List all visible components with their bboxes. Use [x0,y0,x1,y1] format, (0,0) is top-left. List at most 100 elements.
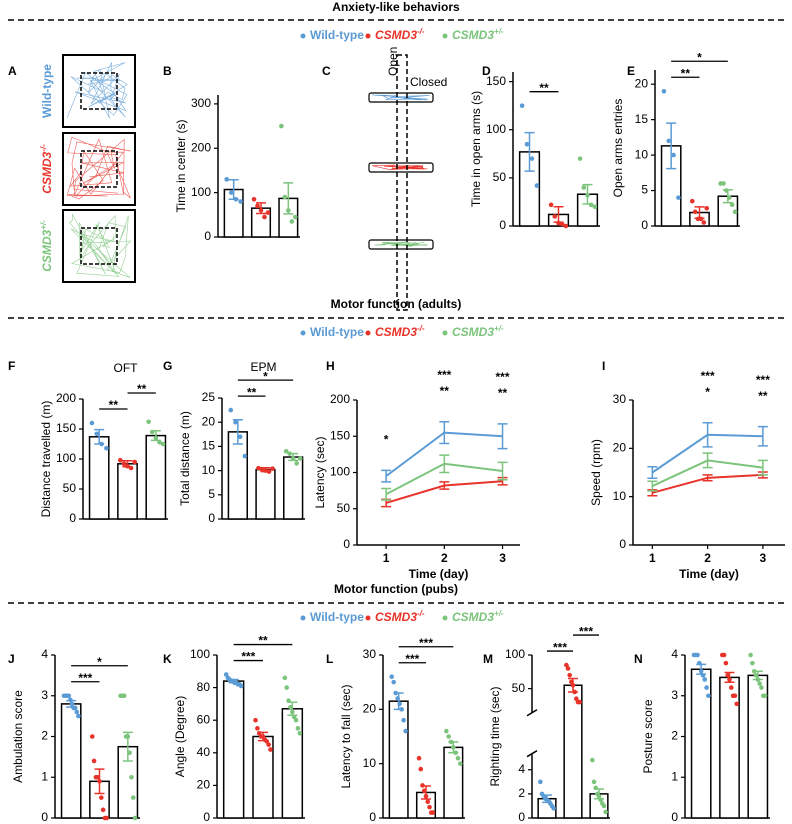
legend-marker [300,615,306,621]
data-point [284,685,290,690]
legend-label-sup: +/- [494,27,504,36]
data-point [401,717,406,723]
data-point [229,190,234,195]
data-point [748,652,753,658]
y-tick-label: 10 [613,489,627,503]
significance-label: ** [137,382,147,396]
error-bar [122,731,133,762]
axis-break [526,750,538,758]
legend-label-name: CSMD3 [452,610,494,624]
error-bar [94,428,105,445]
panel-letter: G [163,359,172,373]
significance-label: *** [78,671,92,685]
track [68,213,132,278]
error-bar [722,189,733,204]
data-point [729,202,735,208]
error-bar [381,487,392,501]
error-bar [757,459,768,476]
panel-letter: H [326,359,335,373]
x-axis-label: Time (day) [679,567,739,581]
x-tick-label: 3 [760,551,767,565]
legend-label: CSMD3+/- [452,324,504,339]
data-point [69,701,75,707]
legend-label-sup: -/- [417,609,425,618]
data-point [279,123,284,129]
y-tick-label: 25 [202,390,216,404]
significance-label: ** [681,66,691,80]
data-point [268,747,273,752]
data-point [66,693,72,699]
bar [145,434,167,520]
data-point [262,214,267,220]
y-axis-label: Total distance (m) [178,411,192,506]
data-point [551,806,556,811]
data-point [732,693,738,699]
significance-label: *** [553,640,567,654]
data-point [297,456,303,461]
significance-label: *** [579,624,593,638]
bar [719,676,740,819]
error-bar [702,421,713,448]
data-point [94,431,100,437]
y-tick-label: 5 [208,487,215,501]
y-tick-label: 0 [499,218,506,232]
legend-label: Wild-type [310,610,364,624]
data-point [534,183,540,188]
data-point [757,681,762,686]
error-bar [724,671,735,684]
error-bar [757,425,768,447]
closed-arm [396,54,408,311]
error-bar [553,206,564,223]
track [372,94,430,101]
y-tick-label: 150 [330,428,350,442]
x-axis-label: Time (day) [409,567,469,581]
legend-label: CSMD3-/- [375,324,425,339]
y-axis-label: Open arms entries [611,99,625,198]
y-tick-label: 10 [635,147,649,161]
error-bar [568,677,578,693]
error-bar [694,206,705,219]
data-point [233,419,238,425]
legend-label: CSMD3-/- [375,609,425,624]
data-point [734,701,740,707]
y-axis-label: Speed (rpm) [589,439,603,506]
legend-label-name: Wild-type [310,28,364,42]
data-point [559,221,565,227]
data-point [251,196,257,202]
error-bar [421,785,431,800]
significance-label: ** [109,398,119,412]
y-tick-label: 2 [41,729,48,743]
y-tick-label: 150 [56,421,76,435]
data-point [529,156,535,161]
center-zone [80,150,118,188]
data-point [704,205,710,211]
data-point [228,407,234,413]
data-point [458,761,463,766]
data-point [446,734,451,739]
error-bar [260,466,271,473]
error-bar [66,699,77,708]
data-point [455,755,461,761]
data-point [729,685,734,690]
data-point [416,755,422,761]
data-point [238,199,243,204]
y-tick-label: 5 [641,183,648,197]
data-point [567,672,572,678]
significance-label: * [705,385,710,399]
legend-label-name: CSMD3 [375,325,417,339]
panel-letter: M [483,652,493,666]
significance-label: * [697,50,702,64]
bar [563,684,583,819]
y-tick-label: 20 [613,441,627,455]
genotype-label-name: CSMD3 [40,151,54,193]
y-tick-label: 2 [518,786,525,800]
error-bar [283,182,294,215]
legend-marker [442,330,448,336]
data-point [132,815,138,821]
data-point [750,660,755,666]
legend-label: CSMD3+/- [452,27,504,42]
data-point [538,779,543,785]
error-bar [594,788,604,800]
data-point [601,803,607,809]
data-point [265,210,271,215]
